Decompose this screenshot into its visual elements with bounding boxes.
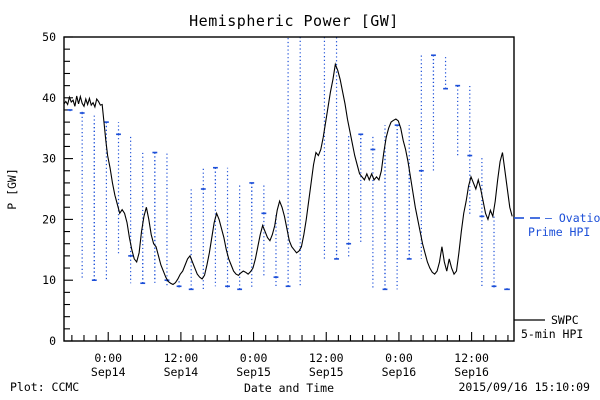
legend-swpc-label-2: 5-min HPI (521, 327, 583, 341)
plot-credit: Plot: CCMC (10, 380, 79, 394)
legend-swpc-label-1: SWPC (551, 313, 579, 327)
x-tick-date: Sep16 (454, 365, 489, 379)
legend-ovation-label-1: – Ovation (545, 211, 600, 225)
x-tick-time: 0:00 (385, 351, 413, 365)
chart-title: Hemispheric Power [GW] (189, 12, 399, 30)
y-axis-ticks: 0 10 20 30 40 50 (42, 30, 73, 348)
y-tick-label: 0 (49, 334, 56, 348)
x-tick-date: Sep14 (164, 365, 199, 379)
x-axis-ticks: 0:00Sep1412:00Sep140:00Sep1512:00Sep150:… (71, 332, 509, 379)
legend-ovation-label-2: Prime HPI (528, 225, 590, 239)
y-tick-label: 40 (42, 91, 56, 105)
x-tick-date: Sep15 (309, 365, 344, 379)
x-tick-time: 12:00 (164, 351, 199, 365)
legend-ovation-prime: – Ovation Prime HPI (514, 211, 600, 239)
x-tick-date: Sep14 (91, 365, 126, 379)
x-axis-label: Date and Time (244, 381, 334, 395)
plot-timestamp: 2015/09/16 15:10:09 (458, 380, 590, 394)
y-axis-label: P [GW] (5, 168, 19, 210)
series-ovation-prime-hpi (67, 37, 510, 291)
y-tick-label: 30 (42, 152, 56, 166)
x-tick-time: 0:00 (94, 351, 122, 365)
legend-swpc: SWPC 5-min HPI (514, 313, 583, 341)
x-tick-time: 12:00 (454, 351, 489, 365)
y-tick-label: 50 (42, 30, 56, 44)
x-tick-time: 12:00 (309, 351, 344, 365)
x-tick-time: 0:00 (240, 351, 268, 365)
y-tick-label: 20 (42, 212, 56, 226)
swpc-data-line (64, 62, 513, 286)
plot-frame (63, 36, 515, 342)
x-tick-date: Sep16 (382, 365, 417, 379)
series-swpc-5min-hpi (64, 62, 513, 286)
y-tick-label: 10 (42, 273, 56, 287)
x-tick-date: Sep15 (236, 365, 271, 379)
